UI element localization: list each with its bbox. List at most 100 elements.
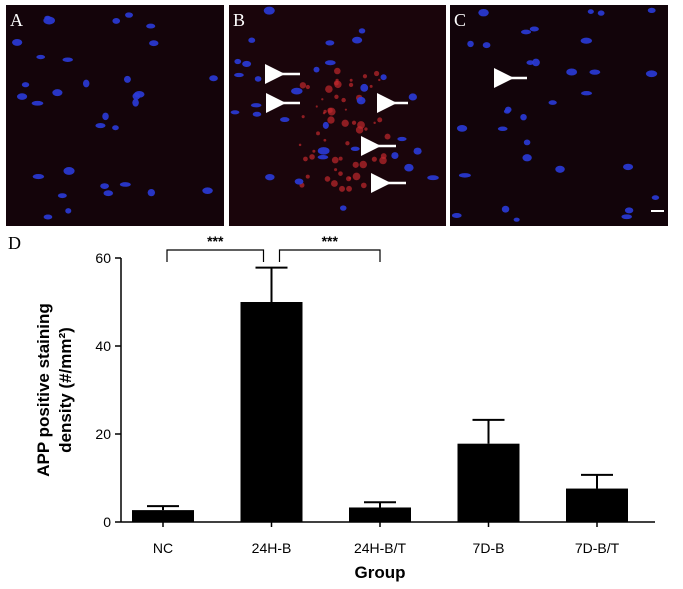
stain	[324, 176, 331, 182]
nucleus	[566, 68, 578, 76]
nucleus	[589, 69, 601, 75]
panel-label: C	[454, 10, 466, 30]
nucleus	[647, 7, 656, 14]
nucleus	[125, 12, 133, 18]
stain	[360, 182, 367, 189]
stain	[298, 143, 302, 147]
x-tick-label: 7D-B	[473, 540, 505, 556]
stain	[334, 168, 338, 172]
nucleus	[427, 175, 439, 181]
nucleus	[100, 183, 109, 189]
nucleus	[248, 37, 256, 43]
stain	[338, 156, 343, 161]
nucleus	[456, 125, 468, 132]
stain	[338, 171, 343, 176]
nucleus	[501, 205, 510, 213]
error-bar	[364, 501, 396, 508]
bar	[240, 302, 303, 522]
stain	[330, 180, 338, 187]
nucleus	[352, 36, 363, 44]
error-bar	[581, 473, 613, 489]
nucleus	[62, 57, 73, 62]
nucleus	[209, 75, 218, 82]
nucleus	[555, 165, 565, 173]
nucleus	[356, 96, 366, 105]
y-axis-title: APP positive staining	[34, 303, 53, 477]
bar	[457, 443, 520, 522]
nucleus	[548, 100, 557, 105]
nucleus	[31, 100, 44, 106]
stain	[378, 78, 381, 82]
nucleus	[119, 182, 131, 187]
micrographs	[6, 5, 668, 226]
nucleus	[43, 214, 53, 220]
stain	[377, 117, 383, 123]
stain	[349, 78, 353, 82]
stain	[369, 84, 373, 88]
stain	[315, 105, 318, 108]
nucleus	[250, 103, 262, 108]
nucleus	[532, 58, 540, 67]
y-tick-label: 20	[95, 426, 111, 442]
nucleus	[133, 91, 145, 98]
nucleus	[339, 205, 347, 211]
nucleus	[621, 214, 632, 220]
stain	[348, 176, 352, 180]
nucleus	[513, 217, 520, 222]
stain	[325, 85, 333, 93]
nucleus	[478, 8, 489, 17]
stain	[309, 154, 315, 160]
nucleus	[112, 125, 119, 131]
nucleus	[146, 23, 156, 29]
nucleus	[57, 193, 67, 199]
nucleus	[380, 74, 387, 81]
stain	[334, 94, 339, 99]
nucleus	[317, 147, 330, 155]
stain	[341, 97, 346, 103]
nucleus	[36, 54, 46, 60]
nucleus	[234, 72, 244, 78]
nucleus	[325, 40, 335, 46]
nucleus	[408, 93, 417, 101]
nucleus	[82, 79, 90, 88]
panel-label: D	[8, 233, 21, 253]
stain	[345, 141, 350, 146]
stain	[362, 74, 368, 79]
nucleus	[391, 152, 399, 159]
stain	[341, 119, 349, 127]
nucleus	[413, 147, 422, 155]
nucleus	[322, 121, 329, 129]
nucleus	[520, 113, 527, 121]
stain	[327, 107, 336, 116]
nucleus	[645, 70, 658, 78]
stain	[305, 174, 310, 179]
nucleus	[581, 91, 593, 96]
nucleus	[451, 212, 462, 218]
stain	[335, 78, 339, 82]
nucleus	[294, 178, 304, 185]
nucleus	[17, 93, 28, 100]
y-tick-label: 40	[95, 338, 111, 354]
significance-bracket	[166, 249, 265, 262]
stain	[379, 156, 387, 165]
y-axis-title: density (#/mm²)	[56, 327, 75, 453]
nucleus	[522, 154, 532, 162]
stain	[352, 172, 361, 181]
stain	[321, 98, 324, 101]
nucleus	[651, 195, 660, 200]
error-bar	[147, 505, 179, 511]
x-tick-label: 7D-B/T	[575, 540, 620, 556]
nucleus	[242, 60, 252, 67]
bar	[566, 488, 628, 522]
nucleus	[65, 208, 72, 214]
nucleus	[467, 40, 474, 48]
stain	[344, 108, 347, 111]
nucleus	[52, 89, 63, 97]
stain	[299, 82, 307, 89]
nucleus	[12, 39, 23, 46]
stain	[331, 156, 339, 164]
nucleus	[523, 139, 531, 146]
nucleus	[95, 123, 106, 129]
nucleus	[317, 155, 329, 160]
